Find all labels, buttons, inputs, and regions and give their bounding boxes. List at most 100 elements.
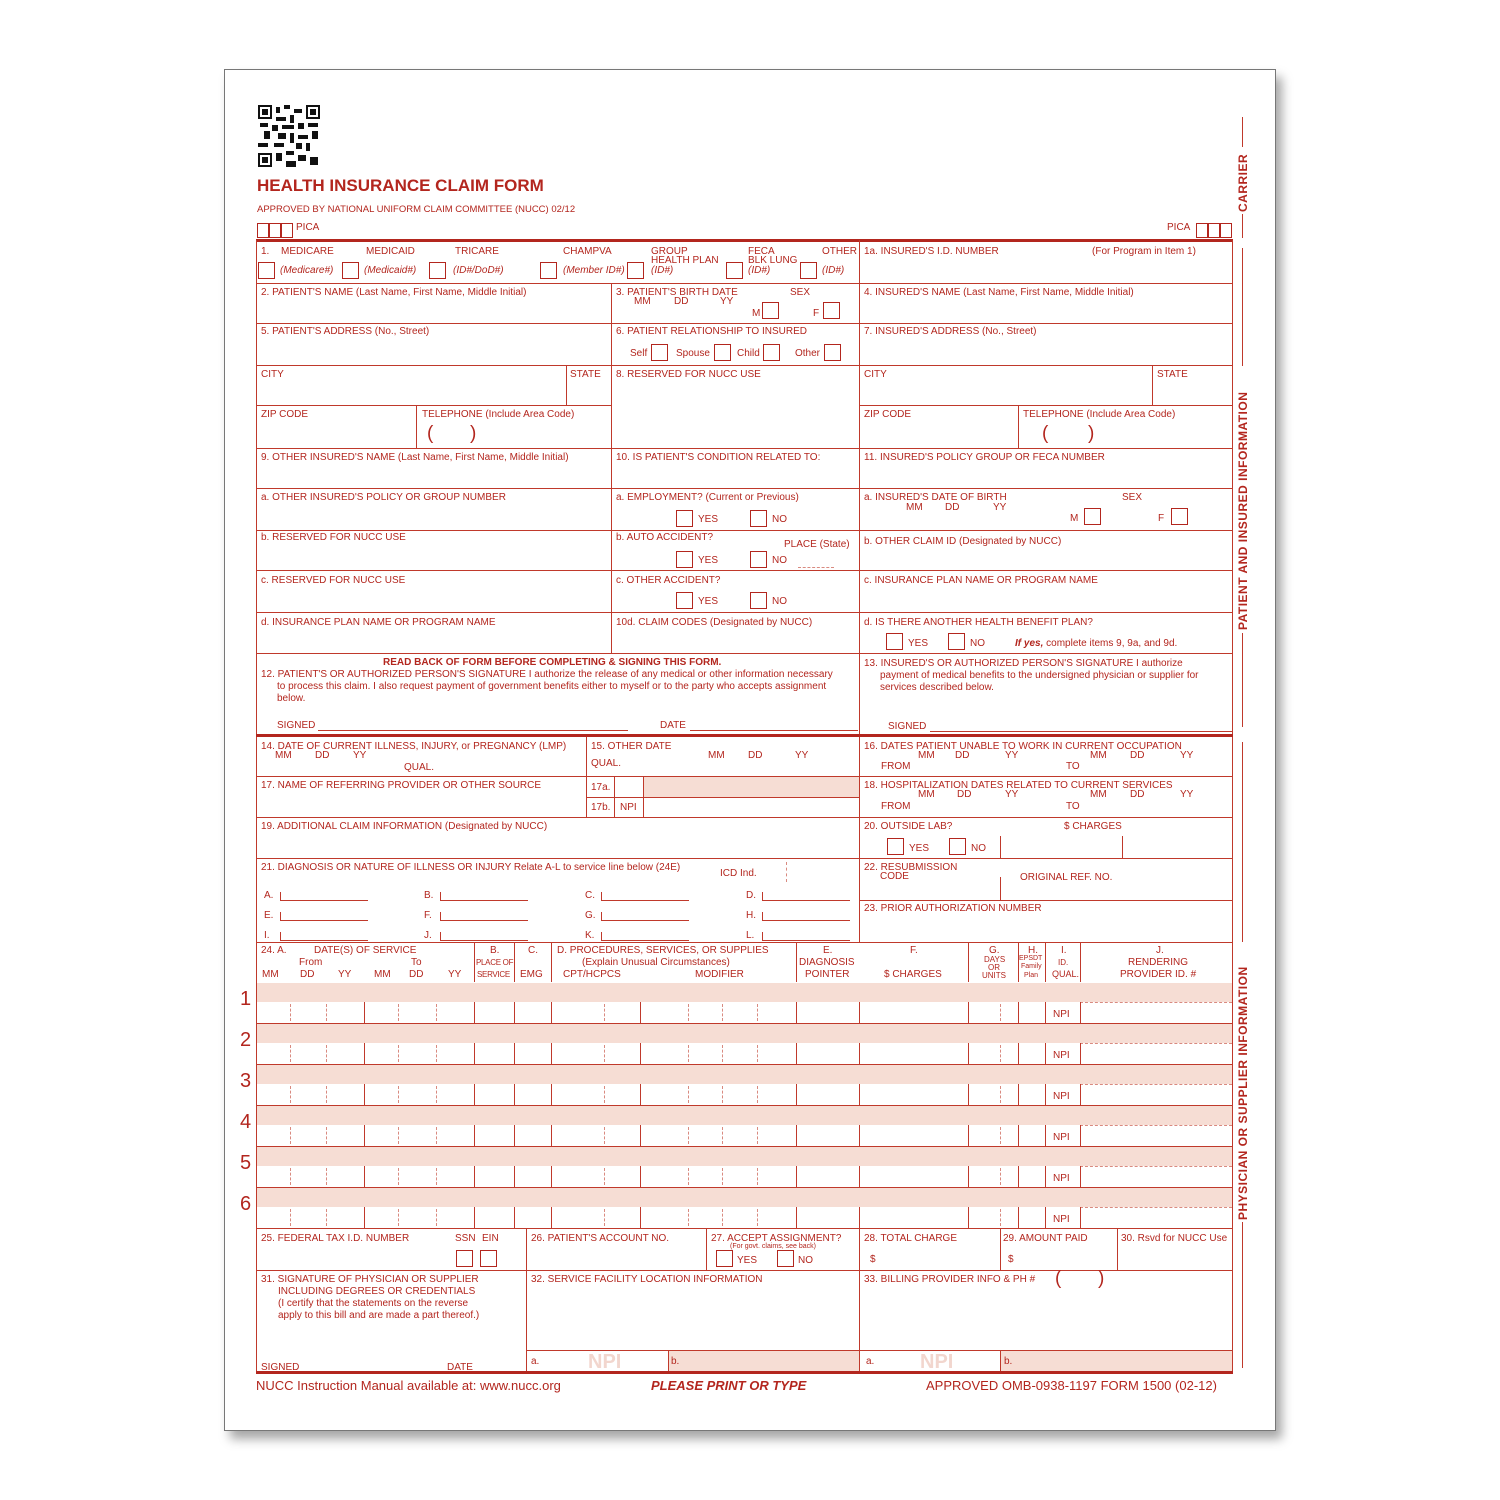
pica-box[interactable] bbox=[1196, 223, 1208, 238]
champva-checkbox[interactable] bbox=[540, 262, 557, 279]
outside-lab-no-checkbox[interactable] bbox=[949, 838, 966, 855]
divider bbox=[1018, 1207, 1019, 1228]
diagnosis-b-field[interactable] bbox=[440, 900, 528, 901]
child-checkbox[interactable] bbox=[763, 344, 780, 361]
ein-checkbox[interactable] bbox=[480, 1250, 497, 1267]
service-line-number: 3 bbox=[240, 1070, 252, 1092]
diagnosis-a-field[interactable] bbox=[280, 900, 368, 901]
service-line-shaded-row[interactable] bbox=[257, 983, 1232, 1002]
pica-label: PICA bbox=[296, 222, 320, 233]
diagnosis-l-field[interactable] bbox=[762, 940, 850, 941]
divider bbox=[1045, 1002, 1046, 1023]
service-line-5[interactable] bbox=[257, 1166, 1232, 1187]
diagnosis-g-field[interactable] bbox=[601, 920, 689, 921]
diagnosis-d-field[interactable] bbox=[762, 900, 850, 901]
item9a-label: a. OTHER INSURED'S POLICY OR GROUP NUMBE… bbox=[261, 492, 506, 503]
diagnosis-j-field[interactable] bbox=[440, 940, 528, 941]
medicaid-checkbox[interactable] bbox=[342, 262, 359, 279]
other-accident-yes-checkbox[interactable] bbox=[676, 592, 693, 609]
pica-box[interactable] bbox=[269, 223, 281, 238]
diagnosis-c-field[interactable] bbox=[601, 900, 689, 901]
insured-state-label: STATE bbox=[1157, 369, 1188, 380]
service-line-shaded-row[interactable] bbox=[257, 1188, 1232, 1207]
insured-male-checkbox[interactable] bbox=[1084, 508, 1101, 525]
divider bbox=[1080, 1043, 1232, 1044]
group-checkbox[interactable] bbox=[627, 262, 644, 279]
service-line-shaded-row[interactable] bbox=[257, 1065, 1232, 1084]
divider bbox=[1045, 1166, 1046, 1187]
service-line-4[interactable] bbox=[257, 1125, 1232, 1146]
accept-no-checkbox[interactable] bbox=[777, 1250, 794, 1267]
service-line-1[interactable] bbox=[257, 1002, 1232, 1023]
divider bbox=[551, 1043, 552, 1064]
service-line-6[interactable] bbox=[257, 1207, 1232, 1228]
patient-signature-line[interactable] bbox=[318, 730, 628, 731]
service-line-3[interactable] bbox=[257, 1084, 1232, 1105]
diagnosis-h-field[interactable] bbox=[762, 920, 850, 921]
yy-label: YY bbox=[795, 750, 809, 761]
service-line-2[interactable] bbox=[257, 1043, 1232, 1064]
item13-text-2: payment of medical benefits to the under… bbox=[880, 670, 1199, 681]
divider bbox=[551, 1002, 552, 1023]
divider bbox=[326, 1209, 327, 1226]
diagnosis-k-field[interactable] bbox=[601, 940, 689, 941]
divider bbox=[256, 817, 1233, 818]
diagnosis-e-field[interactable] bbox=[280, 920, 368, 921]
divider bbox=[722, 1209, 723, 1226]
tricare-checkbox[interactable] bbox=[429, 262, 446, 279]
divider bbox=[1018, 942, 1019, 982]
another-plan-no-checkbox[interactable] bbox=[948, 633, 965, 650]
divider bbox=[762, 892, 763, 900]
divider bbox=[640, 1043, 641, 1064]
other-accident-no-checkbox[interactable] bbox=[750, 592, 767, 609]
another-plan-yes-checkbox[interactable] bbox=[886, 633, 903, 650]
patient-male-checkbox[interactable] bbox=[762, 302, 779, 319]
employment-yes-checkbox[interactable] bbox=[676, 510, 693, 527]
auto-no-checkbox[interactable] bbox=[750, 551, 767, 568]
no-label: NO bbox=[971, 843, 986, 854]
icd-ind-field[interactable] bbox=[786, 862, 787, 882]
insured-signature-line[interactable] bbox=[930, 731, 1232, 732]
outside-lab-yes-checkbox[interactable] bbox=[887, 838, 904, 855]
plan-label: Plan bbox=[1024, 972, 1039, 979]
emg-label: EMG bbox=[520, 969, 543, 980]
medicare-checkbox[interactable] bbox=[258, 262, 275, 279]
divider bbox=[643, 776, 644, 817]
item6-label: 6. PATIENT RELATIONSHIP TO INSURED bbox=[616, 326, 807, 337]
pica-box[interactable] bbox=[257, 223, 269, 238]
divider bbox=[1018, 1125, 1019, 1146]
service-line-shaded-row[interactable] bbox=[257, 1147, 1232, 1166]
feca-checkbox[interactable] bbox=[726, 262, 743, 279]
item21-label: 21. DIAGNOSIS OR NATURE OF ILLNESS OR IN… bbox=[261, 862, 681, 873]
diagnosis-i-field[interactable] bbox=[280, 940, 368, 941]
other-checkbox[interactable] bbox=[800, 262, 817, 279]
patient-signature-date-line[interactable] bbox=[690, 730, 858, 731]
self-checkbox[interactable] bbox=[651, 344, 668, 361]
physician-supplier-label: PHYSICIAN OR SUPPLIER INFORMATION bbox=[1236, 966, 1250, 1220]
billing-b-field[interactable] bbox=[1001, 1351, 1232, 1371]
ssn-checkbox[interactable] bbox=[456, 1250, 473, 1267]
pica-box[interactable] bbox=[1208, 223, 1220, 238]
other-rel-label: Other bbox=[795, 348, 821, 359]
divider bbox=[1000, 1350, 1001, 1372]
divider bbox=[551, 1084, 552, 1105]
auto-yes-checkbox[interactable] bbox=[676, 551, 693, 568]
service-line-number: 1 bbox=[240, 988, 252, 1010]
spouse-checkbox[interactable] bbox=[714, 344, 731, 361]
pica-box[interactable] bbox=[1220, 223, 1232, 238]
accept-yes-checkbox[interactable] bbox=[716, 1250, 733, 1267]
pica-box[interactable] bbox=[281, 223, 293, 238]
other-rel-checkbox[interactable] bbox=[824, 344, 841, 361]
diagnosis-f-field[interactable] bbox=[440, 920, 528, 921]
divider bbox=[640, 1002, 641, 1023]
employment-no-checkbox[interactable] bbox=[750, 510, 767, 527]
divider bbox=[1018, 1043, 1019, 1064]
to-label: TO bbox=[1066, 761, 1080, 772]
patient-female-checkbox[interactable] bbox=[823, 302, 840, 319]
field-17a-area[interactable] bbox=[643, 777, 859, 797]
place-state-field[interactable] bbox=[798, 567, 834, 568]
insured-female-checkbox[interactable] bbox=[1171, 508, 1188, 525]
facility-b-field[interactable] bbox=[669, 1351, 859, 1371]
service-line-shaded-row[interactable] bbox=[257, 1024, 1232, 1043]
service-line-shaded-row[interactable] bbox=[257, 1106, 1232, 1125]
